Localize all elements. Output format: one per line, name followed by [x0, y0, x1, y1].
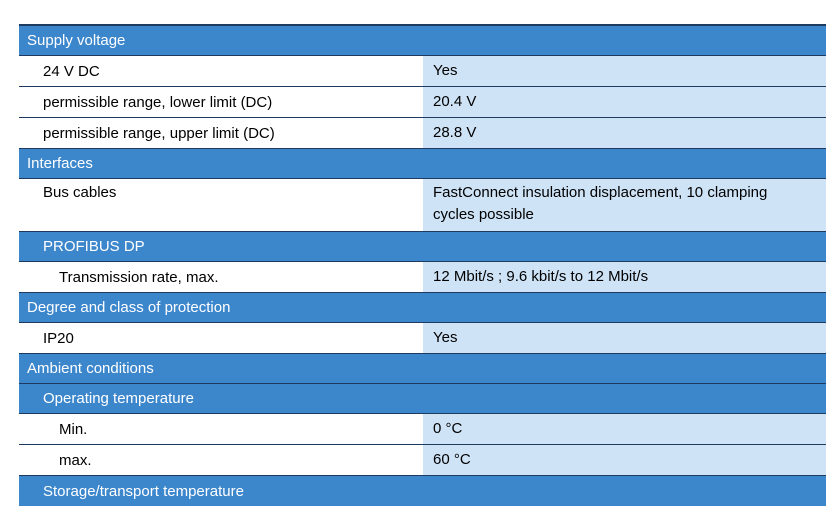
row-label: permissible range, upper limit (DC) — [19, 118, 423, 148]
table-row: Min. 0 °C — [19, 414, 826, 445]
section-header-interfaces: Interfaces — [19, 149, 826, 179]
section-title: Interfaces — [27, 155, 93, 172]
section-header-supply-voltage: Supply voltage — [19, 26, 826, 56]
subsection-header-profibus: PROFIBUS DP — [19, 232, 826, 262]
spec-table: Supply voltage 24 V DC Yes permissible r… — [19, 24, 826, 506]
row-label: Bus cables — [19, 179, 423, 231]
table-row: max. 60 °C — [19, 445, 826, 476]
subsection-header-operating-temperature: Operating temperature — [19, 384, 826, 414]
section-title: Ambient conditions — [27, 360, 154, 377]
table-row: permissible range, upper limit (DC) 28.8… — [19, 118, 826, 149]
row-value: Yes — [423, 323, 826, 353]
row-label: permissible range, lower limit (DC) — [19, 87, 423, 117]
row-value: FastConnect insulation displacement, 10 … — [423, 179, 826, 231]
subsection-title: Operating temperature — [43, 390, 194, 407]
row-value: Yes — [423, 56, 826, 86]
section-title: Degree and class of protection — [27, 299, 231, 316]
row-label: Transmission rate, max. — [19, 262, 423, 292]
table-row: Transmission rate, max. 12 Mbit/s ; 9.6 … — [19, 262, 826, 293]
table-row: IP20 Yes — [19, 323, 826, 354]
row-value: 20.4 V — [423, 87, 826, 117]
row-value-line: cycles possible — [433, 206, 534, 223]
row-label: Min. — [19, 414, 423, 444]
row-label: max. — [19, 445, 423, 475]
row-label: IP20 — [19, 323, 423, 353]
row-value: 12 Mbit/s ; 9.6 kbit/s to 12 Mbit/s — [423, 262, 826, 292]
subsection-header-storage-temperature: Storage/transport temperature — [19, 476, 826, 506]
table-row: 24 V DC Yes — [19, 56, 826, 87]
section-header-ambient: Ambient conditions — [19, 354, 826, 384]
section-title: Supply voltage — [27, 32, 126, 49]
section-header-protection: Degree and class of protection — [19, 293, 826, 323]
subsection-title: Storage/transport temperature — [43, 482, 244, 500]
row-value-line: FastConnect insulation displacement, 10 … — [433, 184, 768, 201]
table-row: Bus cables FastConnect insulation displa… — [19, 179, 826, 232]
row-value: 28.8 V — [423, 118, 826, 148]
row-value: 0 °C — [423, 414, 826, 444]
table-row: permissible range, lower limit (DC) 20.4… — [19, 87, 826, 118]
row-label: 24 V DC — [19, 56, 423, 86]
row-value: 60 °C — [423, 445, 826, 475]
subsection-title: PROFIBUS DP — [43, 238, 145, 255]
